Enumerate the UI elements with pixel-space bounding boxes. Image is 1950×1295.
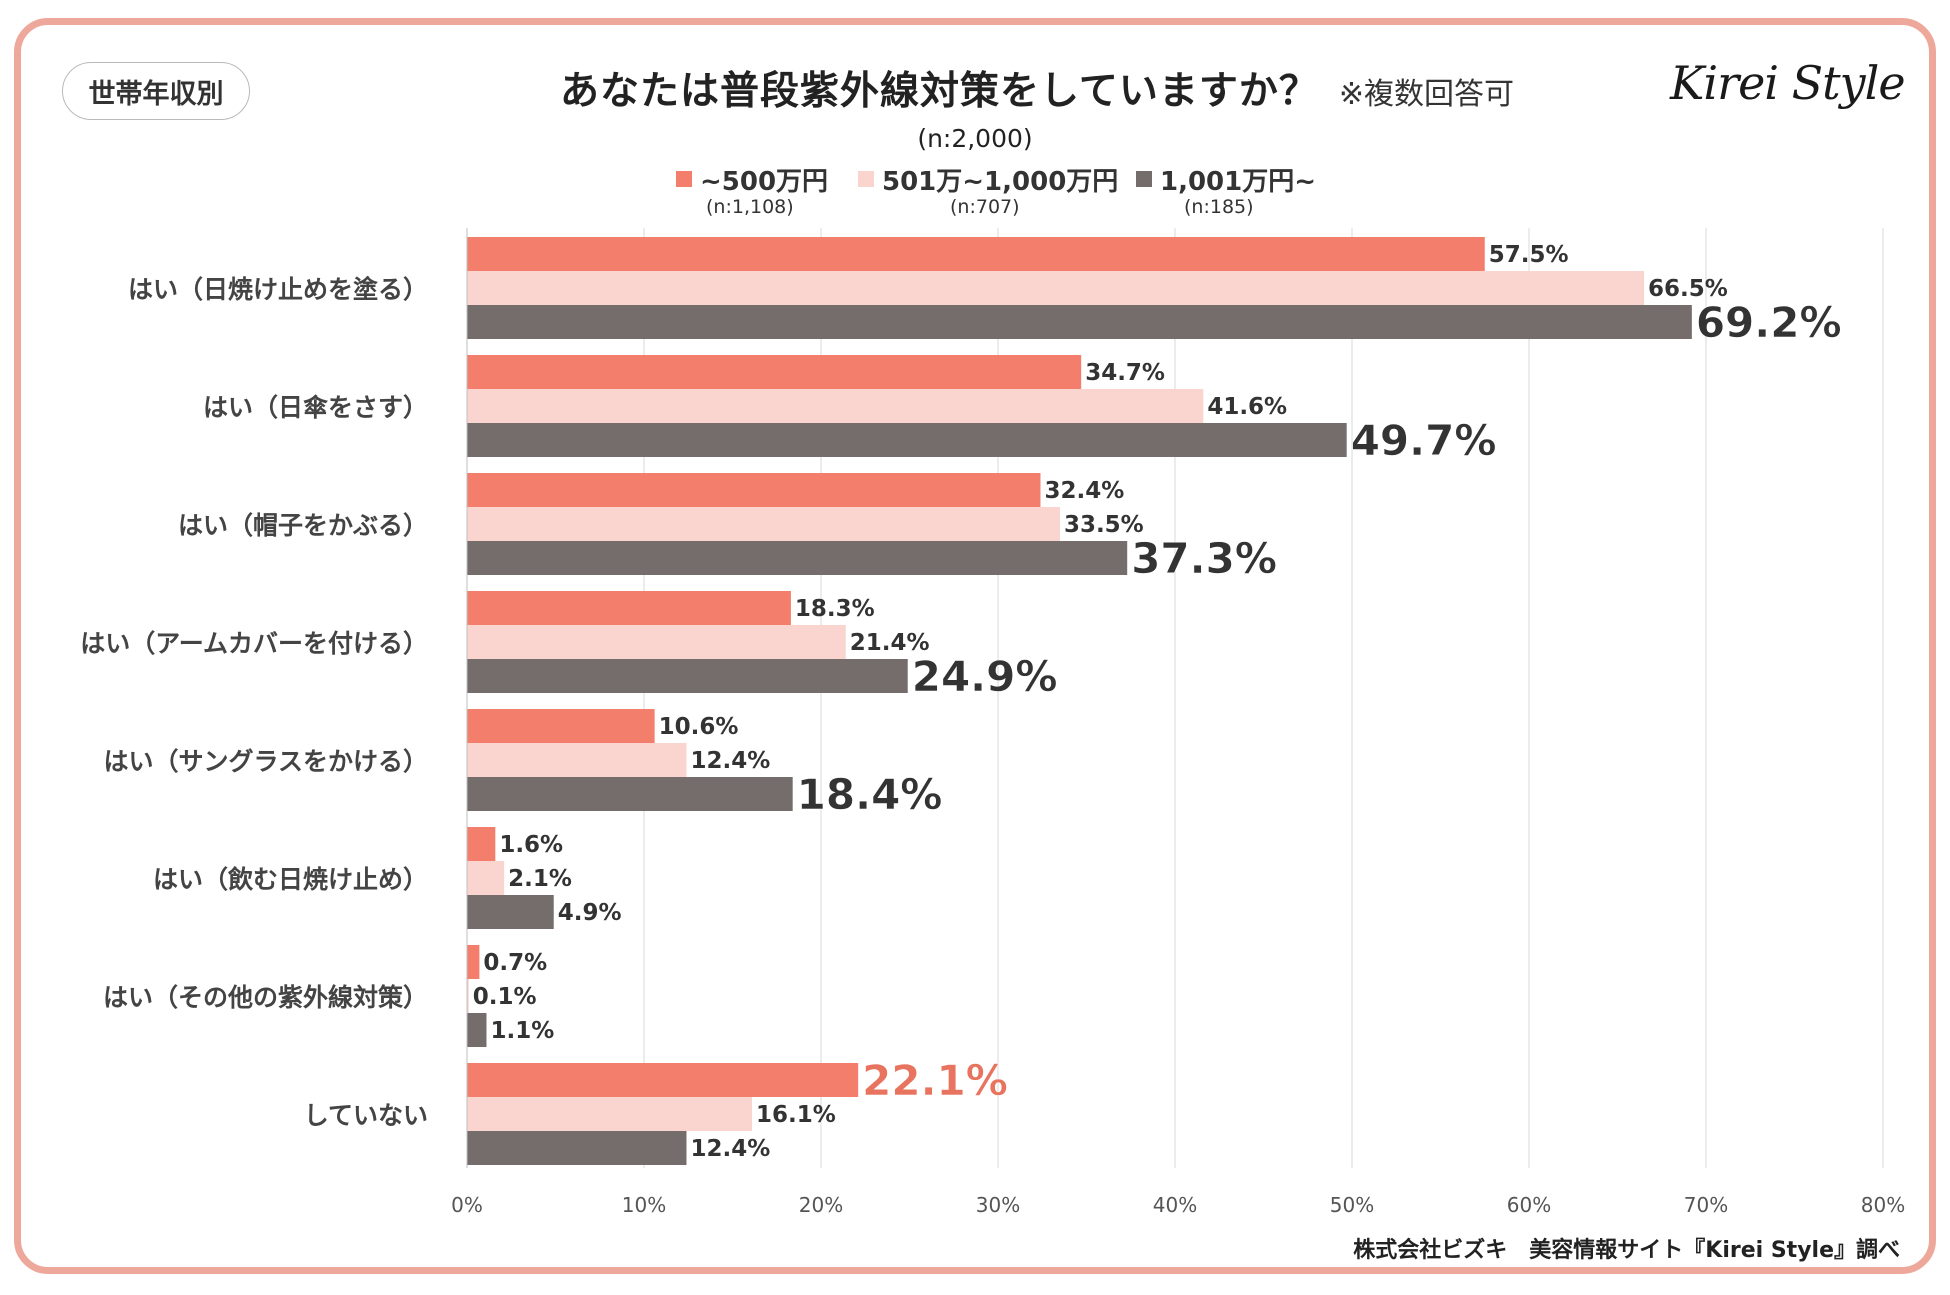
data-label: 0.7% — [483, 950, 547, 976]
chart-title: あなたは普段紫外線対策をしていますか？ — [560, 69, 1319, 114]
category-label: はい（日傘をさす） — [203, 393, 428, 422]
legend-label: 501万~1,000万円 — [882, 166, 1119, 197]
bar — [467, 861, 505, 895]
legend-item-high-income: 1,001万円~ — [1136, 164, 1316, 197]
data-label: 1.1% — [490, 1018, 554, 1044]
x-tick-label: 20% — [799, 1193, 843, 1217]
data-label: 21.4% — [850, 630, 930, 656]
category-label: はい（日焼け止めを塗る） — [128, 275, 428, 304]
legend-item-mid-income: 501万~1,000万円 — [858, 164, 1118, 197]
legend-sample-size: (n:1,108) — [706, 196, 794, 218]
bar — [467, 355, 1082, 389]
data-label: 32.4% — [1044, 478, 1124, 504]
data-label: 57.5% — [1489, 242, 1569, 268]
data-label: 22.1% — [862, 1056, 1008, 1105]
kirei-style-logo: Kirei Style — [1670, 56, 1906, 110]
bar — [467, 1131, 687, 1165]
sample-size-total: (n:2,000) — [917, 124, 1033, 153]
x-tick-label: 0% — [451, 1193, 483, 1217]
data-label: 4.9% — [558, 900, 622, 926]
legend-item-low-income: ~500万円 — [676, 164, 828, 197]
multiple-answer-note: ※複数回答可 — [1338, 77, 1514, 112]
data-label: 69.2% — [1696, 298, 1842, 347]
category-label: はい（帽子をかぶる） — [178, 511, 428, 540]
bar — [467, 591, 791, 625]
data-label: 12.4% — [690, 748, 770, 774]
category-label: はい（アームカバーを付ける） — [80, 629, 428, 658]
data-label: 66.5% — [1648, 276, 1728, 302]
legend-swatch — [676, 171, 692, 187]
x-tick-label: 50% — [1330, 1193, 1374, 1217]
bar — [467, 305, 1692, 339]
bar — [467, 237, 1485, 271]
bar — [467, 507, 1060, 541]
chart-title-block: あなたは普段紫外線対策をしていますか？ ※複数回答可 — [560, 60, 1514, 120]
legend-swatch — [858, 171, 874, 187]
x-tick-label: 40% — [1153, 1193, 1197, 1217]
bar — [467, 709, 655, 743]
legend-label: 1,001万円~ — [1160, 166, 1317, 197]
legend-sample-size: (n:707) — [950, 196, 1020, 218]
data-label: 18.3% — [795, 596, 875, 622]
data-label: 10.6% — [659, 714, 739, 740]
bar — [467, 423, 1347, 457]
category-label: していない — [304, 1101, 428, 1130]
bar — [467, 945, 480, 979]
legend-swatch — [1136, 171, 1152, 187]
bar — [467, 659, 908, 693]
category-label: はい（飲む日焼け止め） — [153, 865, 428, 894]
data-label: 41.6% — [1207, 394, 1287, 420]
chart-frame — [14, 18, 1936, 1274]
x-tick-label: 70% — [1684, 1193, 1728, 1217]
data-label: 18.4% — [797, 770, 943, 819]
segment-tag: 世帯年収別 — [62, 62, 250, 120]
bar — [467, 473, 1041, 507]
legend-sample-size: (n:185) — [1184, 196, 1254, 218]
bar — [467, 1063, 859, 1097]
bar — [467, 979, 469, 1013]
bar — [467, 271, 1645, 305]
data-label: 16.1% — [756, 1102, 836, 1128]
bar — [467, 541, 1128, 575]
bar — [467, 389, 1204, 423]
data-label: 34.7% — [1085, 360, 1165, 386]
data-label: 12.4% — [690, 1136, 770, 1162]
source-footer: 株式会社ビズキ 美容情報サイト『Kirei Style』調べ — [1353, 1238, 1900, 1263]
data-label: 1.6% — [499, 832, 563, 858]
legend-label: ~500万円 — [700, 166, 829, 197]
data-label: 49.7% — [1351, 416, 1497, 465]
bar — [467, 1013, 487, 1047]
data-label: 33.5% — [1064, 512, 1144, 538]
data-label: 37.3% — [1131, 534, 1277, 583]
bar — [467, 743, 687, 777]
data-label: 24.9% — [912, 652, 1058, 701]
x-tick-label: 80% — [1861, 1193, 1905, 1217]
category-label: はい（サングラスをかける） — [103, 747, 428, 776]
bar — [467, 625, 846, 659]
bar — [467, 827, 496, 861]
data-label: 0.1% — [473, 984, 537, 1010]
category-label: はい（その他の紫外線対策） — [103, 983, 428, 1012]
bar — [467, 895, 554, 929]
data-label: 2.1% — [508, 866, 572, 892]
x-tick-label: 10% — [622, 1193, 666, 1217]
bar — [467, 777, 793, 811]
bar — [467, 1097, 752, 1131]
x-tick-label: 60% — [1507, 1193, 1551, 1217]
x-tick-label: 30% — [976, 1193, 1020, 1217]
